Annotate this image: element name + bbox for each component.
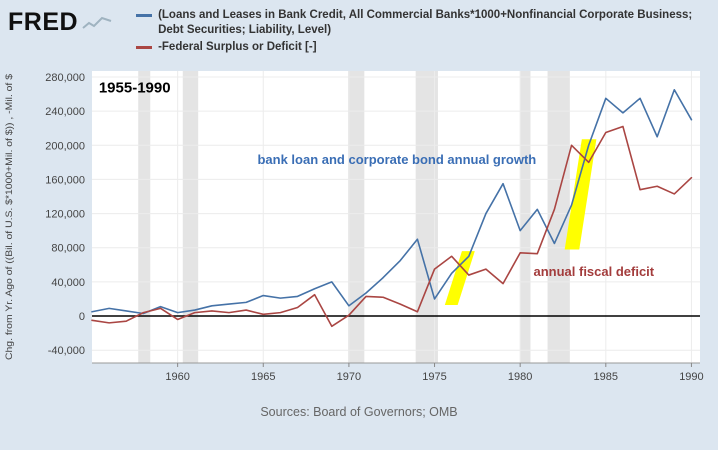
fred-logo: FRED bbox=[8, 8, 112, 35]
annotation-1: bank loan and corporate bond annual grow… bbox=[257, 152, 536, 167]
x-tick-label: 1960 bbox=[165, 371, 189, 383]
legend-swatch-loans bbox=[136, 14, 153, 17]
x-tick-label: 1985 bbox=[594, 371, 618, 383]
y-tick-label: 40,000 bbox=[51, 277, 85, 289]
chart-svg: -40,000 0 40,000 80,000 120,000 160,000 200,00… bbox=[4, 70, 704, 383]
highlight-band bbox=[564, 139, 597, 250]
x-tick-label: 1965 bbox=[251, 371, 275, 383]
y-tick-label: 160,000 bbox=[45, 174, 85, 186]
legend-item-deficit: -Federal Surplus or Deficit [-] bbox=[136, 40, 710, 55]
annotation-0: 1955-1990 bbox=[99, 79, 171, 96]
recession-band bbox=[520, 70, 531, 363]
y-tick-label: -40,000 bbox=[48, 345, 85, 357]
y-tick-label: 240,000 bbox=[45, 106, 85, 118]
fred-logo-text: FRED bbox=[8, 8, 79, 36]
y-tick-label: 280,000 bbox=[45, 72, 85, 84]
highlight-band bbox=[444, 250, 475, 305]
y-tick-label: 200,000 bbox=[45, 140, 85, 152]
x-tick-label: 1970 bbox=[337, 371, 361, 383]
legend-label-deficit: -Federal Surplus or Deficit [-] bbox=[158, 40, 317, 53]
legend-label-loans: (Loans and Leases in Bank Credit, All Co… bbox=[158, 9, 693, 36]
x-tick-label: 1980 bbox=[508, 371, 532, 383]
annotation-2: annual fiscal deficit bbox=[533, 264, 654, 279]
y-tick-label: 120,000 bbox=[45, 208, 85, 220]
recession-band bbox=[547, 70, 570, 363]
y-tick-label: 0 bbox=[79, 311, 85, 323]
chart-header: FRED (Loans and Leases in Bank Credit, A… bbox=[0, 0, 718, 55]
y-axis-label: Chg. from Yr. Ago of ((Bil. of U.S. $*10… bbox=[4, 73, 15, 360]
legend-swatch-deficit bbox=[136, 45, 153, 49]
source-text: Sources: Board of Governors; OMB bbox=[260, 404, 458, 419]
fred-logo-chart-icon bbox=[82, 16, 112, 29]
y-tick-label: 80,000 bbox=[51, 243, 85, 255]
recession-band bbox=[182, 70, 199, 363]
recession-band bbox=[138, 70, 151, 363]
legend-item-loans: (Loans and Leases in Bank Credit, All Co… bbox=[136, 8, 710, 38]
series-line-1 bbox=[91, 125, 693, 327]
chart-legend: (Loans and Leases in Bank Credit, All Co… bbox=[136, 8, 710, 55]
x-tick-label: 1975 bbox=[422, 371, 446, 383]
recession-band bbox=[348, 70, 365, 363]
series-line-0 bbox=[91, 88, 693, 315]
x-tick-label: 1990 bbox=[679, 371, 703, 383]
